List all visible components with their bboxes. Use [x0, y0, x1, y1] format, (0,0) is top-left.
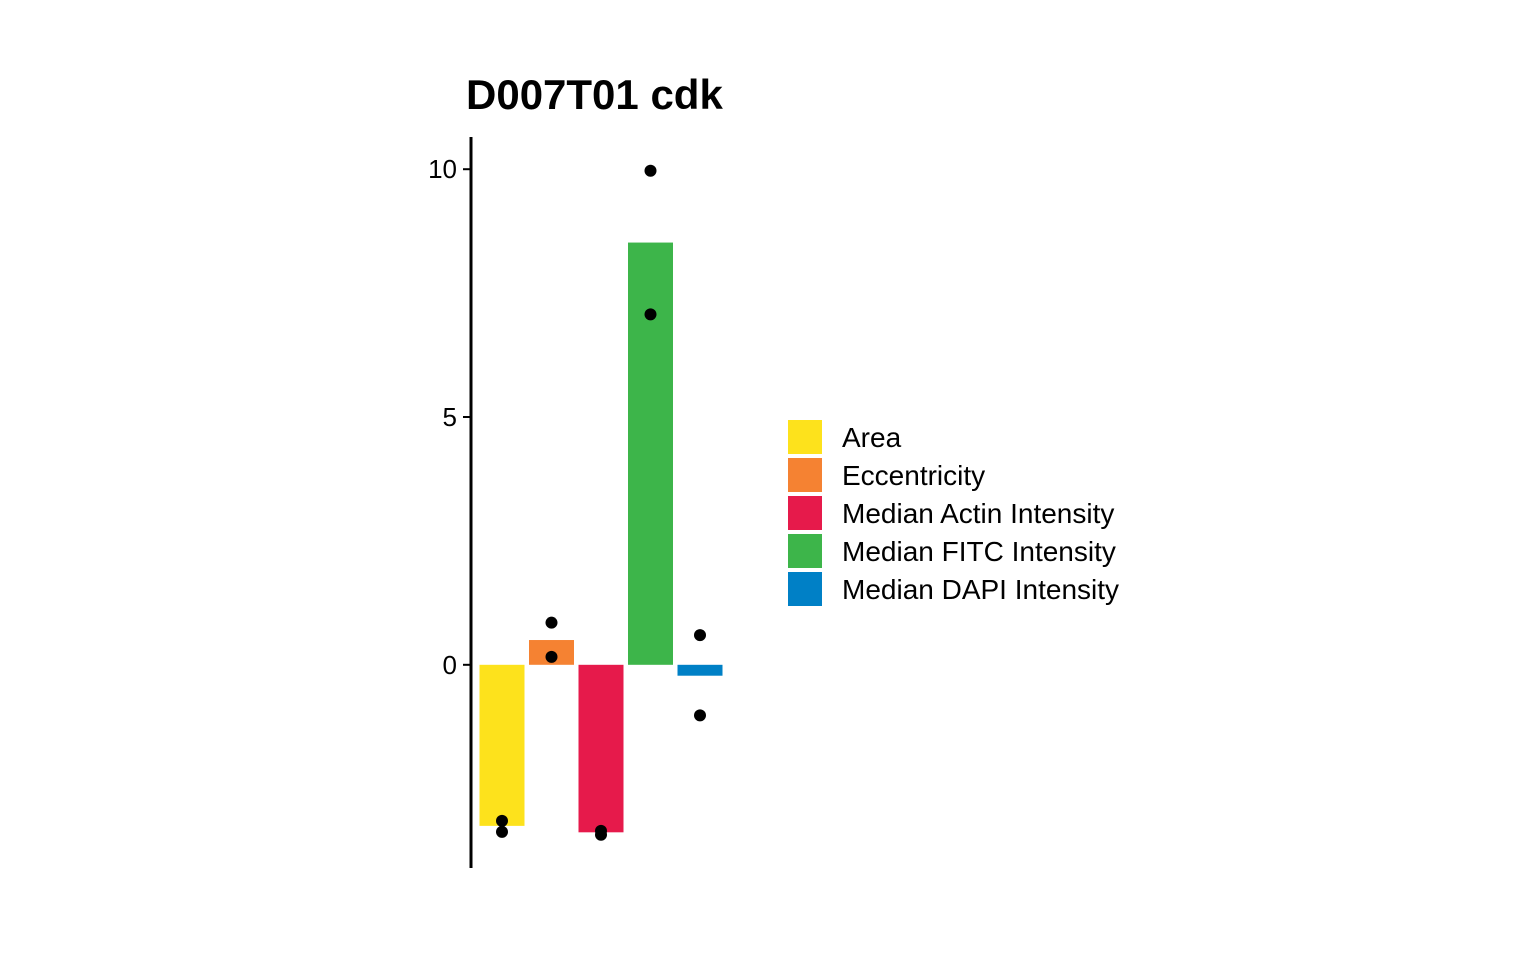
- legend: Area Eccentricity Median Actin Intensity Me…: [788, 420, 1119, 606]
- bars: [479, 242, 723, 833]
- data-point-2-1: [595, 828, 607, 841]
- bar-2: [578, 664, 624, 833]
- points: [496, 164, 706, 841]
- legend-label-1: Eccentricity: [842, 460, 985, 491]
- data-point-0-1: [496, 825, 508, 838]
- data-point-3-1: [644, 308, 657, 321]
- data-point-1-1: [545, 650, 558, 663]
- legend-label-3: Median FITC Intensity: [842, 536, 1116, 567]
- data-point-1-0: [545, 616, 558, 629]
- chart-title: D007T01 cdk: [466, 71, 723, 118]
- data-point-3-0: [644, 164, 657, 177]
- legend-label-2: Median Actin Intensity: [842, 498, 1114, 529]
- bar-3: [628, 242, 673, 665]
- bar-0: [479, 664, 525, 826]
- legend-label-4: Median DAPI Intensity: [842, 574, 1119, 605]
- y-tick-label: 0: [443, 650, 457, 680]
- legend-key-0: [788, 420, 822, 454]
- data-point-4-1: [694, 709, 706, 722]
- legend-key-3: [788, 534, 822, 568]
- data-point-0-0: [496, 814, 508, 827]
- legend-label-0: Area: [842, 422, 902, 453]
- legend-key-2: [788, 496, 822, 530]
- data-point-4-0: [694, 629, 706, 642]
- legend-key-1: [788, 458, 822, 492]
- y-tick-label: 10: [428, 154, 457, 184]
- y-tick-label: 5: [443, 402, 457, 432]
- y-axis: 0 5 10: [428, 137, 473, 868]
- bar-4: [677, 664, 723, 676]
- legend-key-4: [788, 572, 822, 606]
